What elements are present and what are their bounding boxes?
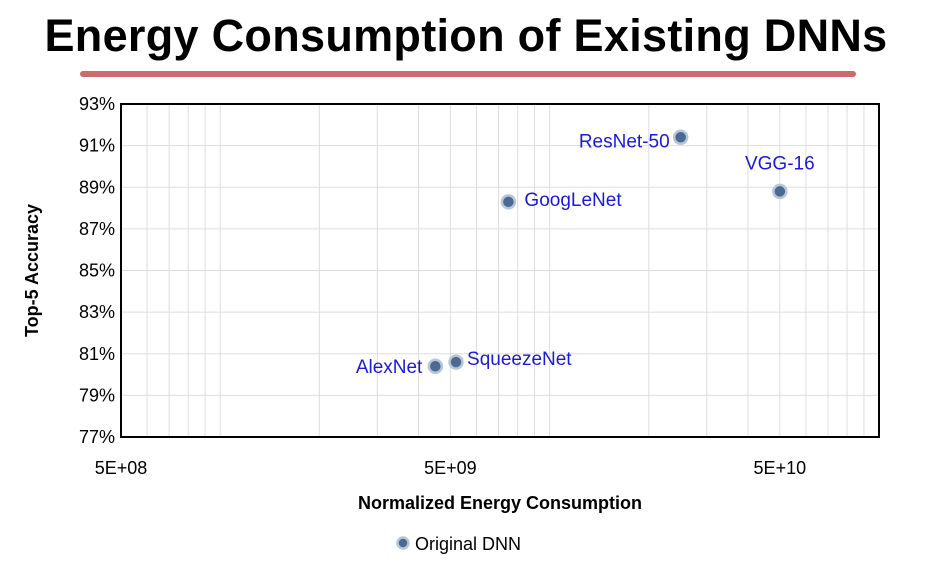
y-tick-label: 93% bbox=[79, 94, 115, 114]
legend-entry-original-dnn: Original DNN bbox=[415, 534, 521, 554]
x-tick-label: 5E+10 bbox=[754, 458, 807, 478]
y-tick-label: 87% bbox=[79, 219, 115, 239]
point-label: ResNet-50 bbox=[579, 131, 670, 152]
y-tick-labels: 77% 79% 81% 83% 85% 87% 89% 91% 93% bbox=[79, 94, 115, 447]
point-labels: AlexNet SqueezeNet GoogLeNet ResNet-50 VGG-1… bbox=[356, 131, 815, 378]
slide-title: Energy Consumption of Existing DNNs bbox=[44, 10, 888, 61]
legend-marker bbox=[396, 536, 410, 550]
y-tick-label: 91% bbox=[79, 136, 115, 156]
data-points bbox=[427, 129, 788, 374]
y-tick-label: 77% bbox=[79, 427, 115, 447]
data-point-squeezenet bbox=[448, 354, 464, 370]
x-tick-label: 5E+09 bbox=[424, 458, 477, 478]
y-tick-label: 85% bbox=[79, 261, 115, 281]
y-tick-label: 89% bbox=[79, 177, 115, 197]
grid-lines bbox=[121, 104, 879, 437]
legend: Original DNN bbox=[396, 534, 521, 554]
y-tick-label: 81% bbox=[79, 344, 115, 364]
data-point-alexnet bbox=[427, 358, 444, 374]
x-axis-label: Normalized Energy Consumption bbox=[358, 493, 642, 513]
y-tick-label: 83% bbox=[79, 302, 115, 322]
plot-frame bbox=[120, 103, 880, 438]
title-underline bbox=[80, 71, 856, 77]
data-point-googlenet bbox=[500, 194, 517, 210]
x-tick-labels: 5E+08 5E+09 5E+10 bbox=[95, 458, 806, 478]
data-point-resnet-50 bbox=[672, 129, 689, 146]
y-tick-label: 79% bbox=[79, 385, 115, 405]
y-axis-label: Top-5 Accuracy bbox=[22, 204, 42, 337]
data-point-vgg-16 bbox=[772, 183, 788, 200]
point-label: SqueezeNet bbox=[467, 349, 572, 370]
point-label: AlexNet bbox=[356, 357, 423, 378]
point-label: GoogLeNet bbox=[524, 190, 622, 211]
point-label: VGG-16 bbox=[745, 153, 815, 174]
x-tick-label: 5E+08 bbox=[95, 458, 148, 478]
